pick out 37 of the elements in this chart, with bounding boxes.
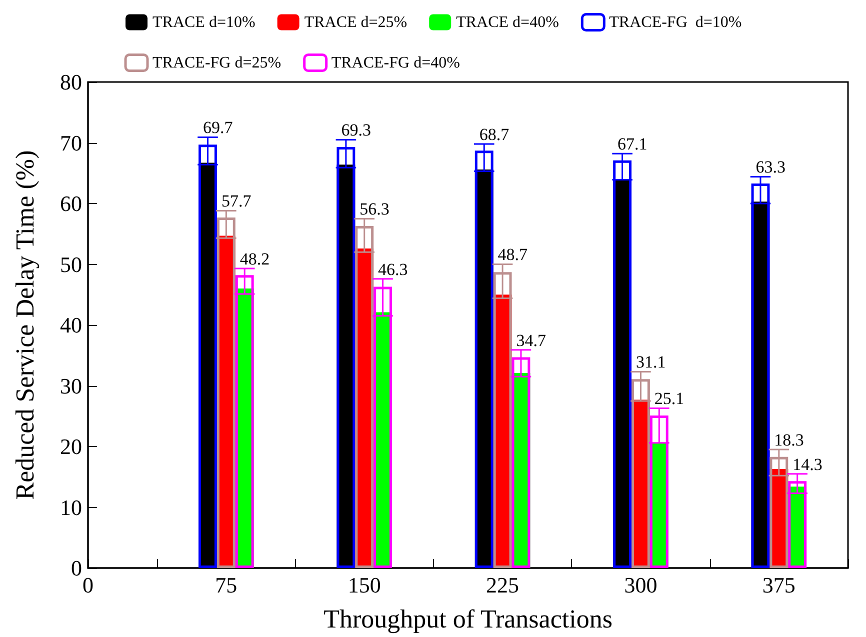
data-label: 48.2 <box>240 249 270 268</box>
x-tick-label: 75 <box>215 572 238 598</box>
y-tick-label: 0 <box>71 556 82 580</box>
legend-label: TRACE-FG d=10% <box>609 14 742 31</box>
data-label: 67.1 <box>618 134 648 154</box>
legend-label: TRACE-FG d=25% <box>152 54 282 72</box>
legend-label: TRACE d=40% <box>456 14 559 31</box>
y-axis-title: Reduced Service Delay Time (%) <box>10 150 40 500</box>
y-tick-label: 70 <box>60 130 82 156</box>
y-tick-label: 30 <box>60 373 82 398</box>
x-tick-label: 375 <box>762 572 796 598</box>
data-label: 18.3 <box>774 430 804 450</box>
y-tick-label: 50 <box>60 252 82 277</box>
data-label: 31.1 <box>636 352 666 372</box>
y-tick-label: 60 <box>60 191 82 216</box>
x-tick-label: 300 <box>624 572 658 598</box>
y-tick-label: 80 <box>60 70 82 94</box>
data-label: 25.1 <box>654 389 684 408</box>
data-label: 69.7 <box>203 118 234 138</box>
data-label: 46.3 <box>378 260 408 279</box>
data-label: 56.3 <box>360 200 390 219</box>
x-axis-title: Throughput of Transactions <box>324 604 612 634</box>
data-label: 34.7 <box>516 330 546 350</box>
legend-label: TRACE d=25% <box>304 14 408 31</box>
data-label: 57.7 <box>221 192 252 211</box>
x-tick-label: 150 <box>348 572 381 598</box>
y-tick-label: 20 <box>60 434 82 459</box>
data-label: 69.3 <box>341 120 371 140</box>
data-label: 14.3 <box>792 454 822 474</box>
legend-label: TRACE d=10% <box>152 14 256 31</box>
legend-label: TRACE-FG d=40% <box>331 54 460 72</box>
data-label: 48.7 <box>498 245 528 264</box>
data-label: 63.3 <box>756 158 786 177</box>
data-label: 68.7 <box>479 124 510 144</box>
y-tick-label: 40 <box>60 312 82 338</box>
x-tick-label: 225 <box>486 572 520 598</box>
y-tick-label: 10 <box>60 494 82 520</box>
